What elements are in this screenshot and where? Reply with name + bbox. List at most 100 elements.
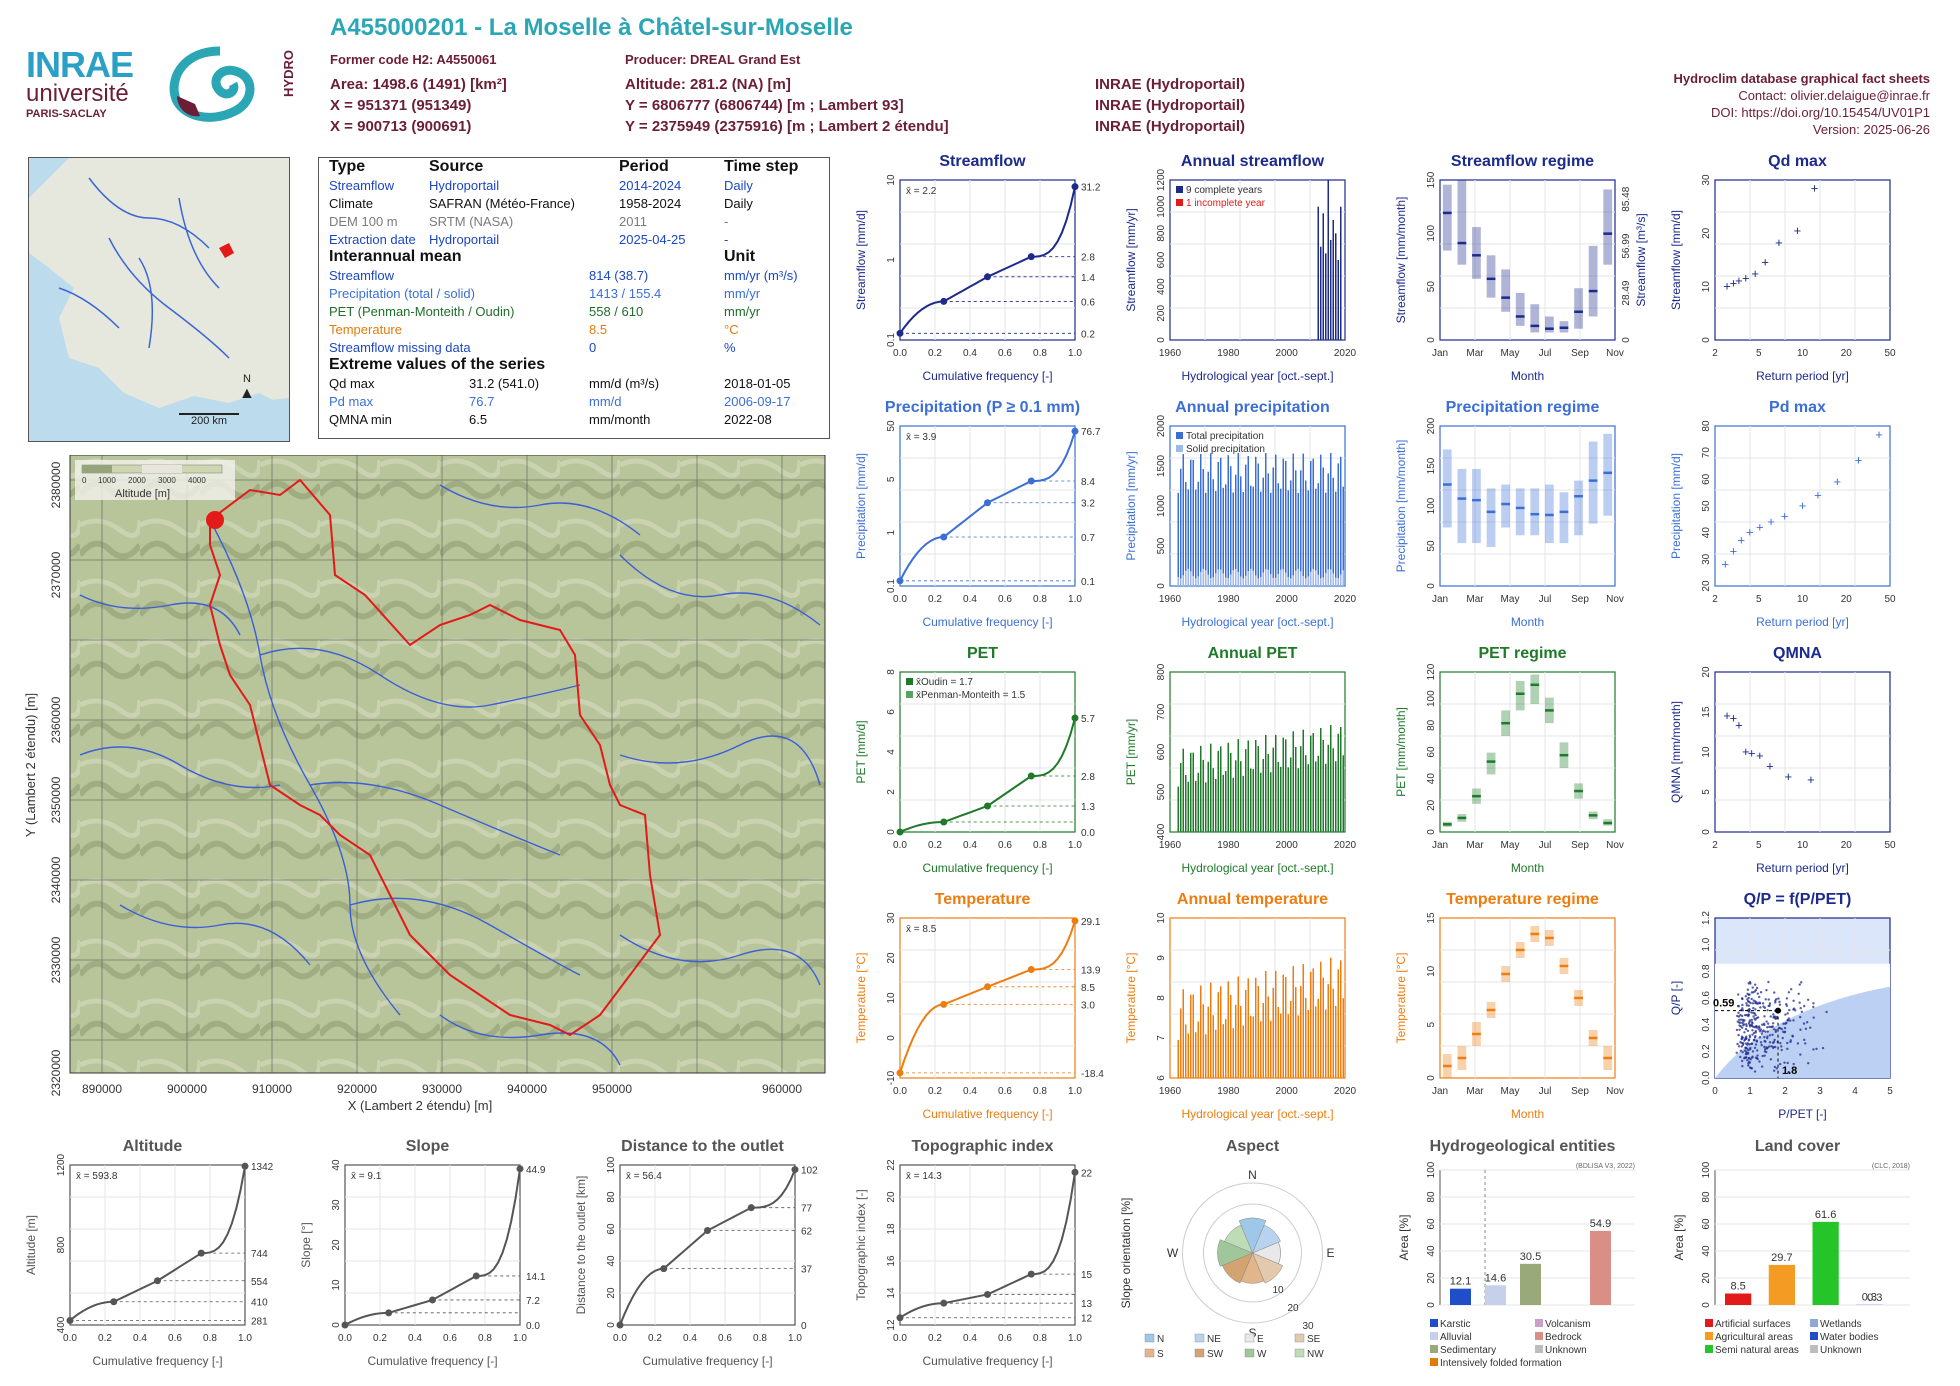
return-period-point: + (1834, 474, 1842, 489)
plot-frame (899, 1164, 1076, 1326)
annual-bar (1297, 492, 1299, 586)
y-tick-label: 100 (1426, 225, 1437, 242)
x-axis-label: Return period [yr] (1756, 615, 1849, 629)
annual-bar (1222, 774, 1224, 832)
daily-point (1774, 1016, 1777, 1020)
quantile-point (1071, 183, 1079, 191)
annual-bar (1235, 1004, 1237, 1078)
svg-text:910000: 910000 (252, 1082, 292, 1096)
solid-precip-bar (1235, 568, 1237, 586)
row-dem-type: DEM 100 m (329, 214, 398, 229)
annual-bar (1270, 492, 1272, 586)
y-tick-label: 0.6 (1701, 991, 1712, 1005)
daily-point (1756, 1054, 1759, 1057)
return-period-point: + (1767, 514, 1775, 529)
row-climate-type: Climate (329, 196, 374, 211)
universite-text: université (26, 80, 129, 107)
x-axis-label: Cumulative frequency [-] (367, 1354, 497, 1368)
annual-bar (1192, 994, 1194, 1078)
info-table: Type Source Period Time step Streamflow … (318, 157, 830, 439)
y-axis-label: Slope [°] (299, 1222, 313, 1268)
regime-box (1442, 184, 1452, 251)
quantile-label: 14.1 (526, 1272, 546, 1283)
x-tick-label: 0.0 (893, 1086, 907, 1097)
x-tick-label: Nov (1606, 594, 1624, 605)
return-period-point: + (1799, 498, 1807, 513)
row-dem-period: 2011 (619, 214, 647, 229)
annual-bar (1295, 746, 1297, 832)
annual-bar (1285, 460, 1287, 586)
legend-label: S (1157, 1349, 1164, 1360)
y-tick-label: 100 (1426, 497, 1437, 514)
mean-label: x̄ = 14.3 (906, 1171, 942, 1182)
solid-precip-bar (1275, 577, 1277, 586)
compass-label: N (1248, 1168, 1257, 1182)
daily-point (1809, 1026, 1812, 1029)
daily-point (1737, 1045, 1741, 1048)
ring-label: 30 (1303, 1321, 1315, 1332)
daily-point (1792, 1062, 1795, 1066)
x-tick-label: 0.4 (963, 1086, 977, 1097)
annual-bar (1307, 1010, 1309, 1078)
y-axis-label: Streamflow [mm/d] (1669, 210, 1683, 310)
x-axis-label: Month (1511, 369, 1544, 383)
daily-point (1780, 1045, 1783, 1048)
daily-point (1777, 1026, 1781, 1030)
annual-bar (1325, 763, 1327, 832)
chart-title: Annual precipitation (1175, 399, 1330, 416)
x-tick-label: 2000 (1276, 840, 1299, 851)
x-tick-label: 0.6 (718, 1333, 732, 1344)
y-tick-label: 60 (1701, 473, 1712, 485)
qd-max-chart: Qd max Return period [yr] Streamflow [mm/d… (1669, 153, 1896, 383)
mean-temp-value: 8.5 (589, 322, 608, 337)
category-bar (1485, 1285, 1506, 1305)
row-streamflow-step: Daily (724, 178, 753, 193)
daily-point (1773, 991, 1776, 994)
interannual-mean-title: Interannual mean (329, 248, 462, 265)
annual-bar (1195, 780, 1197, 832)
x-tick-label: 2 (1712, 594, 1718, 605)
return-period-point: + (1738, 533, 1746, 548)
chart-title: Distance to the outlet (621, 1138, 784, 1155)
annual-bar (1247, 740, 1249, 832)
annual-bar (1212, 1015, 1214, 1078)
x-axis-label: Cumulative frequency [-] (92, 1354, 222, 1368)
annual-bar (1337, 733, 1339, 832)
qmna-min-date: 2022-08 (724, 412, 772, 427)
regime-box (1515, 488, 1525, 536)
row-streamflow-period: 2014-2024 (619, 178, 682, 193)
y-tick-label: 700 (1156, 703, 1167, 720)
solid-precip-bar (1212, 577, 1214, 586)
annual-bar (1322, 467, 1324, 586)
solid-precip-bar (1190, 571, 1192, 586)
annual-bar (1337, 969, 1339, 1078)
daily-point (1800, 1010, 1804, 1014)
daily-point (1775, 1067, 1778, 1070)
legend-swatch (1810, 1319, 1818, 1327)
daily-point (1755, 986, 1759, 990)
y-tick-label: 15 (1701, 706, 1712, 718)
annual-bar (1272, 467, 1274, 586)
solid-precip-bar (1330, 569, 1332, 586)
x-tick-label: 5 (1756, 594, 1762, 605)
quantile-label: 62 (801, 1227, 813, 1238)
aspect-ring (1203, 1203, 1302, 1303)
return-period-point: + (1742, 744, 1750, 759)
pd-max-value: 76.7 (469, 394, 495, 409)
legend-swatch (1176, 445, 1183, 452)
solid-precip-bar (1252, 570, 1254, 586)
x-tick-label: Nov (1606, 840, 1624, 851)
x-tick-label: 20 (1841, 840, 1853, 851)
chart-title: Precipitation regime (1446, 399, 1600, 416)
x-tick-label: 0.2 (928, 840, 942, 851)
legend-swatch (1430, 1332, 1438, 1340)
y-tick-label: 10 (1701, 281, 1712, 293)
annual-bar (1202, 469, 1204, 586)
solid-precip-bar (1257, 578, 1259, 586)
daily-point (1740, 997, 1744, 1000)
plot-frame (1439, 671, 1616, 833)
legend-swatch (1176, 432, 1183, 439)
mean-pet-unit: mm/yr (724, 304, 761, 319)
row-climate-step: Daily (724, 196, 753, 211)
daily-point (1787, 1071, 1790, 1074)
